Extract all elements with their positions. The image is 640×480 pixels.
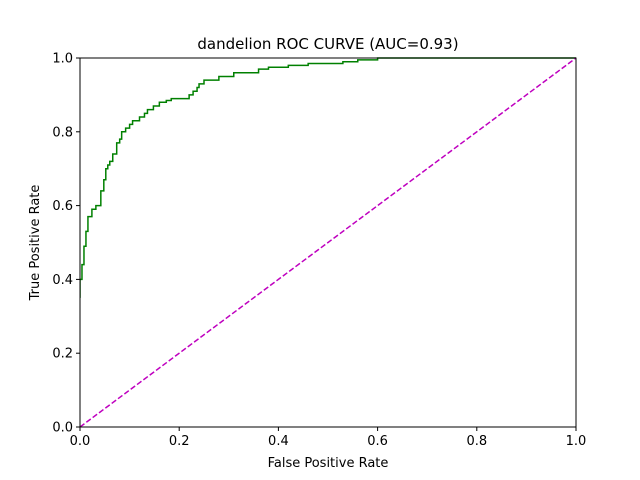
y-tick-label: 0.4: [52, 273, 73, 288]
plot-layer: [80, 57, 576, 427]
x-tick-label: 0.8: [466, 434, 487, 449]
ticks-layer: 0.0 0.2 0.4 0.6 0.8 1.0 0.0 0.2 0.4 0.6 0.8 1.0: [52, 52, 586, 450]
x-tick-label: 0.0: [70, 434, 91, 449]
chart-title: dandelion ROC CURVE (AUC=0.93): [197, 35, 458, 53]
y-tick-label: 1.0: [52, 52, 73, 67]
y-tick-label: 0.0: [52, 421, 73, 436]
x-tick-label: 0.4: [268, 434, 289, 449]
roc-curve-line: [80, 57, 576, 298]
y-tick-label: 0.2: [52, 347, 73, 362]
y-axis-label: True Positive Rate: [28, 185, 43, 302]
x-tick-label: 0.6: [367, 434, 388, 449]
chance-diagonal-line: [80, 57, 576, 427]
x-tick-label: 0.2: [169, 434, 190, 449]
x-tick-label: 1.0: [566, 434, 587, 449]
axes-frame: [79, 57, 577, 428]
y-tick-label: 0.6: [52, 199, 73, 214]
x-axis-label: False Positive Rate: [268, 456, 389, 471]
y-tick-label: 0.8: [52, 125, 73, 140]
